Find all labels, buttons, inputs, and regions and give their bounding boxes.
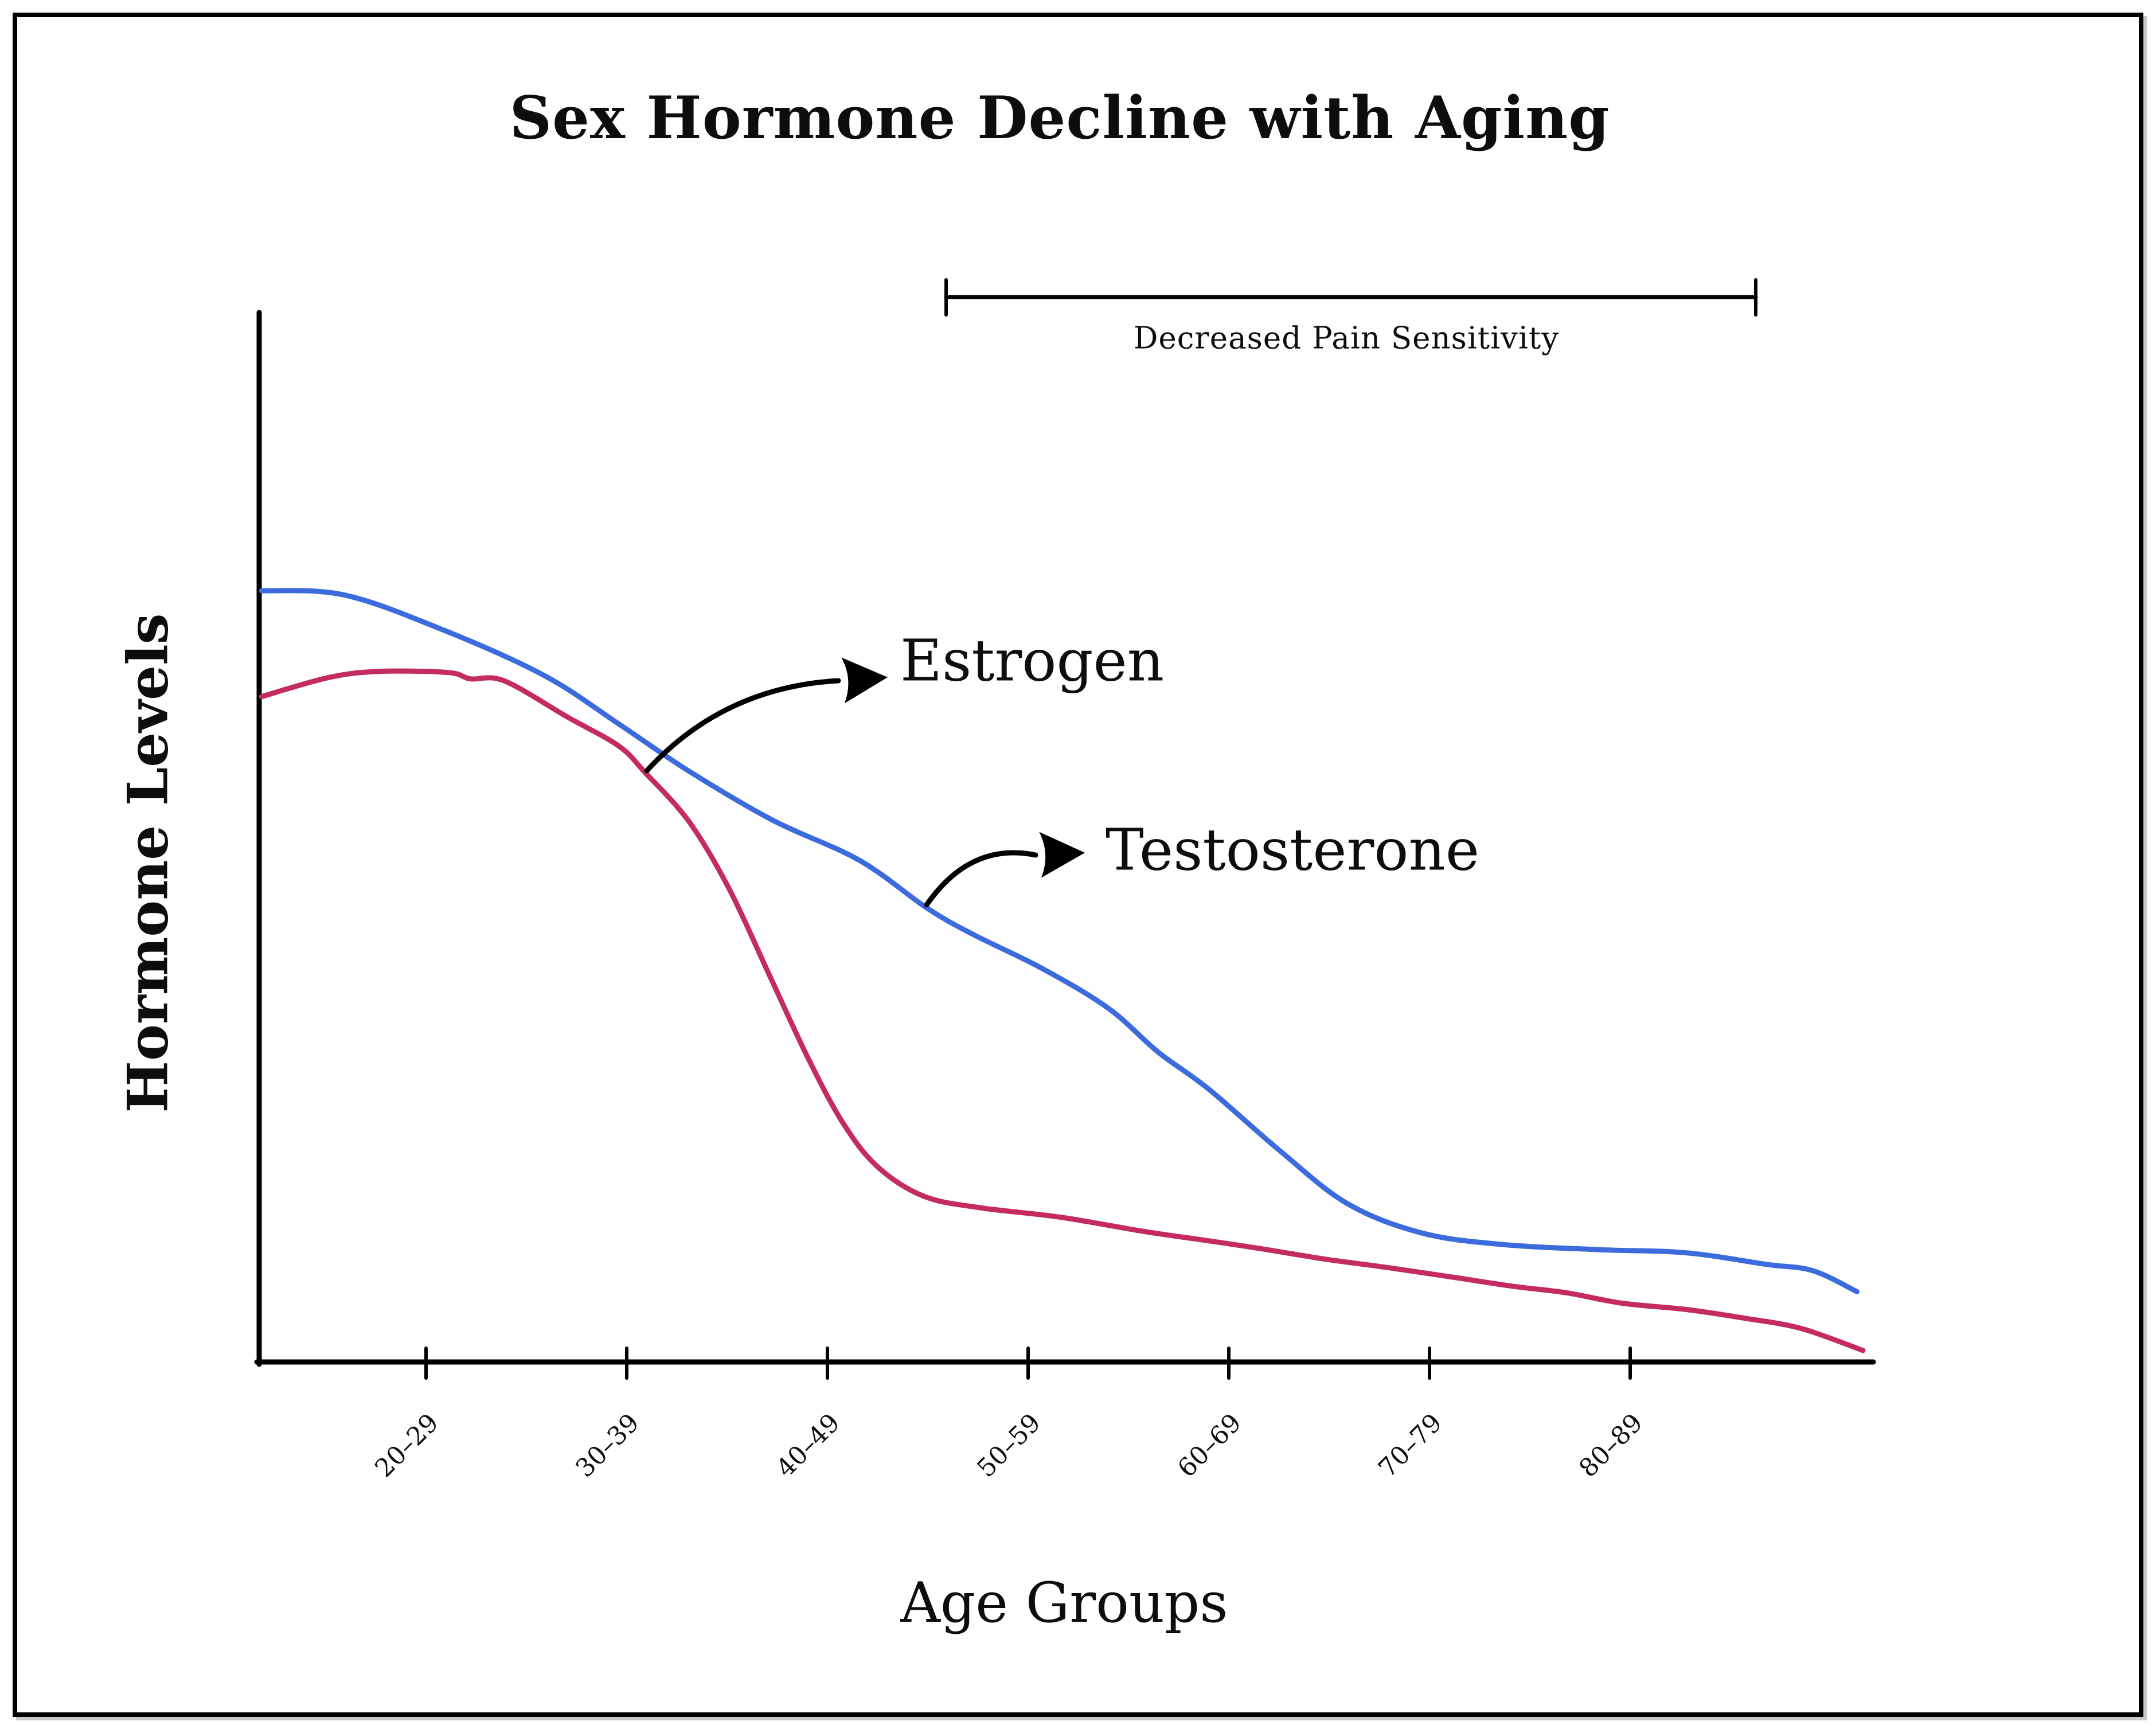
- pain-sensitivity-bracket: [944, 278, 1758, 317]
- testosterone-series-label: Testosterone: [1106, 816, 1480, 884]
- estrogen-curve: [259, 668, 1866, 1353]
- testosterone-arrow-head: [1039, 832, 1085, 878]
- estrogen-arrow-head: [841, 657, 888, 704]
- curves-group: [259, 588, 1866, 1353]
- chart-title: Sex Hormone Decline with Aging: [509, 84, 1610, 153]
- estrogen-arrow: [644, 678, 841, 774]
- axis-ticks-group: [424, 1346, 1632, 1380]
- estrogen-series-label: Estrogen: [900, 627, 1165, 694]
- testosterone-arrow: [924, 850, 1038, 908]
- x-axis-label: Age Groups: [900, 1571, 1228, 1635]
- y-axis-label: Hormone Levels: [115, 613, 181, 1113]
- axes-group: [254, 310, 1876, 1367]
- annotation-arrows-group: [644, 657, 1085, 908]
- testosterone-curve: [259, 588, 1860, 1294]
- page-border-frame: [13, 13, 2143, 1717]
- bracket-label: Decreased Pain Sensitivity: [1133, 321, 1560, 356]
